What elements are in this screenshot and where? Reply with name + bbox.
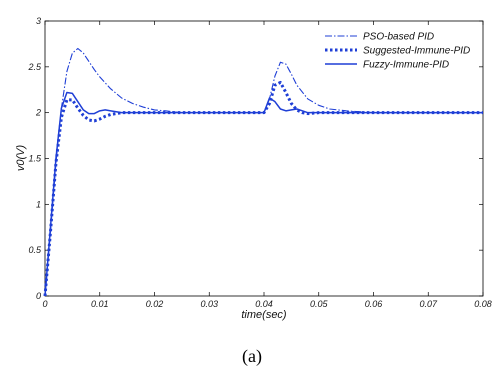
- legend-label-2: Suggested-Immune-PID: [363, 46, 470, 57]
- legend-label-3: Fuzzy-Immune-PID: [363, 60, 449, 71]
- y-tick-label: 0: [36, 291, 41, 301]
- x-tick-label: 0.01: [91, 299, 109, 309]
- x-axis-label: time(sec): [241, 309, 287, 321]
- x-tick-label: 0: [42, 299, 47, 309]
- x-tick-label: 0.05: [310, 299, 329, 309]
- y-tick-label: 1: [36, 199, 41, 209]
- y-tick-label: 1.5: [28, 154, 42, 164]
- series-lines: [43, 47, 483, 297]
- x-tick-label: 0.08: [474, 299, 492, 309]
- legend-label-1: PSO-based PID: [363, 32, 434, 43]
- x-tick-label: 0.04: [255, 299, 273, 309]
- x-tick-label: 0.02: [146, 299, 164, 309]
- x-tick-label: 0.06: [365, 299, 383, 309]
- x-axis-ticks: 0 0.01 0.02 0.03 0.04 0.05 0.06 0.07 0.08: [42, 21, 492, 309]
- legend: PSO-based PID Suggested-Immune-PID Fuzzy-I…: [325, 32, 470, 71]
- y-tick-label: 2: [35, 108, 41, 118]
- y-tick-label: 2.5: [27, 62, 42, 72]
- y-axis-ticks: 0 0.5 1 1.5 2 2.5 3: [27, 16, 483, 301]
- y-axis-label: v0(V): [15, 145, 27, 172]
- y-tick-label: 3: [36, 16, 41, 26]
- plot-area: 0 0.01 0.02 0.03 0.04 0.05 0.06 0.07 0.08 0 0.5 1 1…: [27, 16, 491, 309]
- x-tick-label: 0.03: [200, 299, 218, 309]
- series-line-3: [44, 91, 483, 297]
- figure-caption: (a): [242, 346, 262, 367]
- y-tick-label: 0.5: [28, 245, 42, 255]
- x-tick-label: 0.07: [419, 299, 438, 309]
